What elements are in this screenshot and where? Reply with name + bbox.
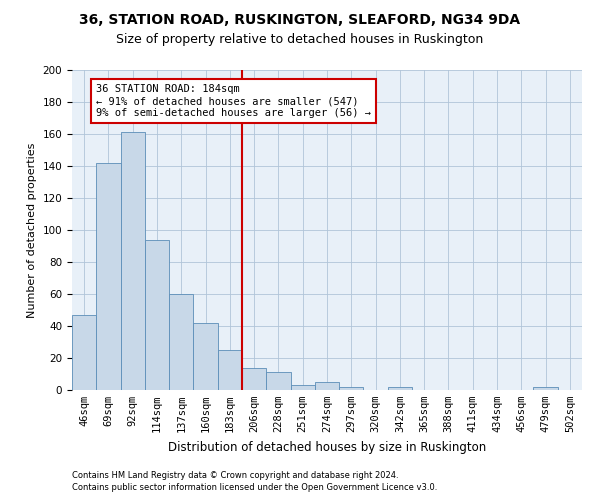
Bar <box>242 368 266 390</box>
Bar <box>96 163 121 390</box>
Bar <box>339 387 364 390</box>
Bar <box>121 132 145 390</box>
Bar <box>533 387 558 390</box>
Bar <box>145 240 169 390</box>
Bar <box>315 382 339 390</box>
Text: Contains public sector information licensed under the Open Government Licence v3: Contains public sector information licen… <box>72 484 437 492</box>
Bar <box>169 294 193 390</box>
Bar <box>218 350 242 390</box>
Text: Size of property relative to detached houses in Ruskington: Size of property relative to detached ho… <box>116 32 484 46</box>
Bar <box>266 372 290 390</box>
X-axis label: Distribution of detached houses by size in Ruskington: Distribution of detached houses by size … <box>168 440 486 454</box>
Text: 36 STATION ROAD: 184sqm
← 91% of detached houses are smaller (547)
9% of semi-de: 36 STATION ROAD: 184sqm ← 91% of detache… <box>96 84 371 117</box>
Bar <box>388 387 412 390</box>
Bar <box>193 323 218 390</box>
Bar <box>72 315 96 390</box>
Text: 36, STATION ROAD, RUSKINGTON, SLEAFORD, NG34 9DA: 36, STATION ROAD, RUSKINGTON, SLEAFORD, … <box>79 12 521 26</box>
Bar <box>290 385 315 390</box>
Y-axis label: Number of detached properties: Number of detached properties <box>27 142 37 318</box>
Text: Contains HM Land Registry data © Crown copyright and database right 2024.: Contains HM Land Registry data © Crown c… <box>72 471 398 480</box>
